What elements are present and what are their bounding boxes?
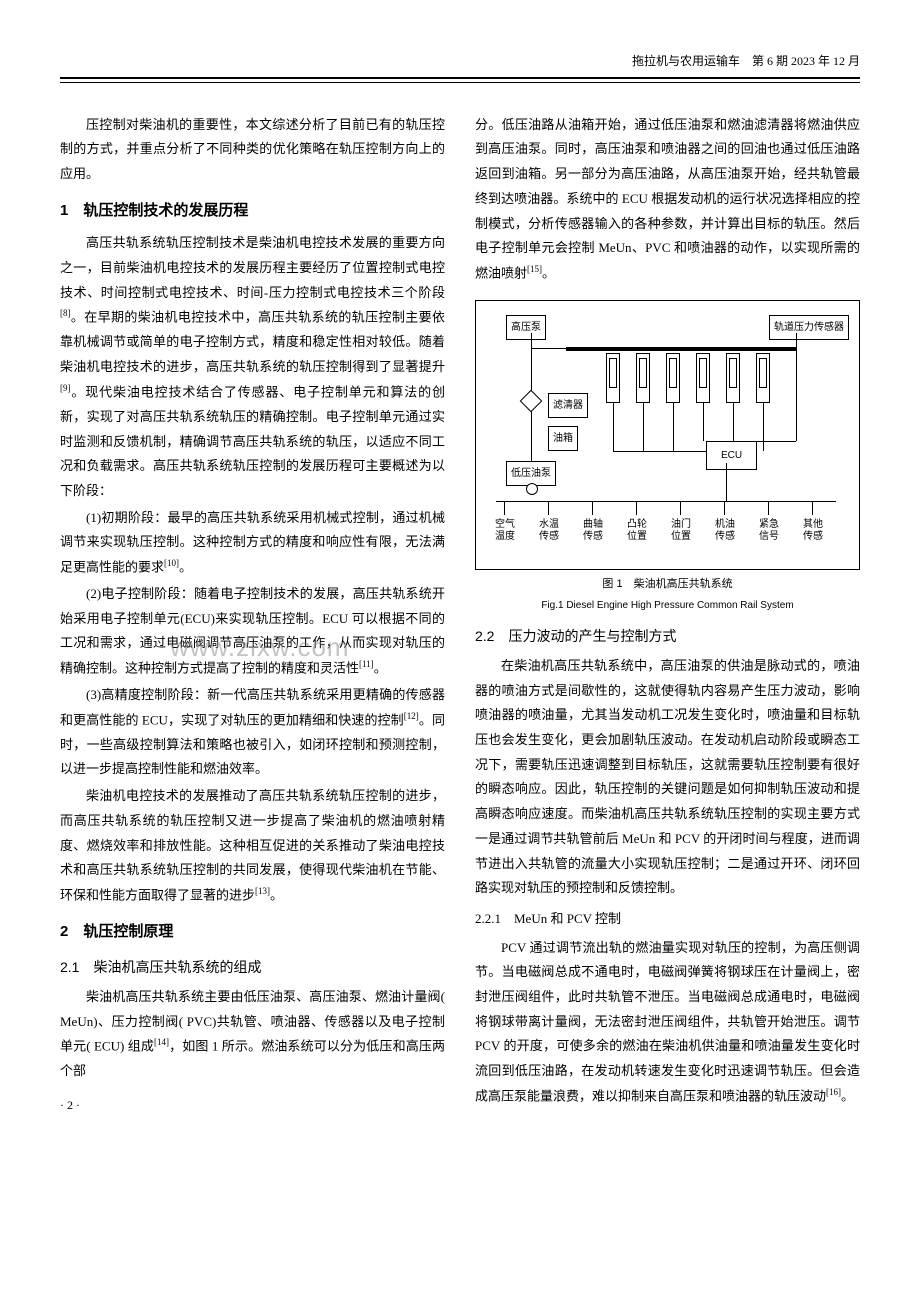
right-column: 分。低压油路从油箱开始，通过低压油泵和燃油滤清器将燃油供应到高压油泵。同时，高压… [475,113,860,1117]
line [756,441,796,442]
line [812,501,813,515]
rail-line [566,347,796,351]
figure-1: 高压泵 轨道压力传感器 滤清器 油箱 [475,300,860,614]
paragraph: 在柴油机高压共轨系统中，高压油泵的供油是脉动式的，喷油器的喷油方式是间歇性的，这… [475,654,860,901]
injector-icon [606,353,620,403]
text: 。在早期的柴油机电控技术中，高压共轨系统的轨压控制主要依靠机械调节或简单的电子控… [60,310,445,374]
text: 高压共轨系统轨压控制技术是柴油机电控技术发展的重要方向之一，目前柴油机电控技术的… [60,235,445,299]
section-2-1-heading: 2.1 柴油机高压共轨系统的组成 [60,954,445,981]
citation: [11] [359,659,374,669]
citation: [12] [404,711,419,721]
line [673,403,674,451]
line [768,501,769,515]
text: PCV 通过调节流出轨的燃油量实现对轨压的控制，为高压侧调节。当电磁阀总成不通电… [475,940,860,1103]
label-filter: 滤清器 [548,393,588,418]
injector-icon [756,353,770,403]
pump-circle-icon [526,483,538,495]
left-column: 压控制对柴油机的重要性，本文综述分析了目前已有的轨压控制的方式，并重点分析了不同… [60,113,445,1117]
text: 。现代柴油电控技术结合了传感器、电子控制单元和算法的创新，实现了对高压共轨系统轨… [60,384,445,498]
citation: [14] [154,1037,169,1047]
line [548,501,549,515]
line [703,403,704,441]
sensor-label: 凸轮位置 [622,519,652,543]
text: 分。低压油路从油箱开始，通过低压油泵和燃油滤清器将燃油供应到高压油泵。同时，高压… [475,117,860,280]
page-number: · 2 · [60,1094,445,1117]
journal-header: 拖拉机与农用运输车 第 6 期 2023 年 12 月 [60,50,860,79]
line [496,501,836,502]
sensor-label: 曲轴传感 [578,519,608,543]
label-ecu: ECU [706,441,757,470]
sensor-label: 机油传感 [710,519,740,543]
line [733,403,734,441]
citation: [15] [527,264,542,274]
label-pump: 高压泵 [506,315,546,340]
citation: [8] [60,308,71,318]
label-railsensor: 轨道压力传感器 [769,315,849,340]
line [726,463,727,501]
text: 柴油机电控技术的发展推动了高压共轨系统轨压控制的进步，而高压共轨系统的轨压控制又… [60,788,445,902]
line [643,403,644,451]
text: 。 [270,887,283,902]
citation: [10] [164,558,179,568]
two-column-layout: www.zixw.com 压控制对柴油机的重要性，本文综述分析了目前已有的轨压控… [60,113,860,1117]
line [613,451,706,452]
paragraph: (3)高精度控制阶段：新一代高压共轨系统采用更精确的传感器和更高性能的 ECU，… [60,683,445,782]
paragraph: 柴油机高压共轨系统主要由低压油泵、高压油泵、燃油计量阀( MeUn)、压力控制阀… [60,985,445,1084]
section-2-2-heading: 2.2 压力波动的产生与控制方式 [475,623,860,650]
line [724,501,725,515]
paragraph: PCV 通过调节流出轨的燃油量实现对轨压的控制，为高压侧调节。当电磁阀总成不通电… [475,936,860,1109]
sensor-label: 其他传感 [798,519,828,543]
text: (3)高精度控制阶段：新一代高压共轨系统采用更精确的传感器和更高性能的 ECU，… [60,687,445,727]
section-2-2-1-heading: 2.2.1 MeUn 和 PCV 控制 [475,907,860,932]
line [592,501,593,515]
line [796,333,797,441]
injector-icon [696,353,710,403]
injector-icon [666,353,680,403]
text: 。 [841,1088,854,1103]
citation: [16] [826,1087,841,1097]
text: 。 [179,559,192,574]
paragraph: 柴油机电控技术的发展推动了高压共轨系统轨压控制的进步，而高压共轨系统的轨压控制又… [60,784,445,908]
section-1-heading: 1 轨压控制技术的发展历程 [60,197,445,226]
header-rule [60,82,860,83]
line [531,348,566,349]
line [636,501,637,515]
filter-diamond-icon [520,390,543,413]
line [613,403,614,451]
text: 。 [542,265,555,280]
sensor-label: 空气温度 [490,519,520,543]
citation: [13] [255,886,270,896]
line [504,501,505,515]
paragraph: (1)初期阶段：最早的高压共轨系统采用机械式控制，通过机械调节来实现轨压控制。这… [60,506,445,580]
text: (1)初期阶段：最早的高压共轨系统采用机械式控制，通过机械调节来实现轨压控制。这… [60,510,445,575]
figure-caption-cn: 图 1 柴油机高压共轨系统 [475,576,860,593]
sensor-label: 紧急信号 [754,519,784,543]
section-2-heading: 2 轨压控制原理 [60,918,445,947]
text: (2)电子控制阶段：随着电子控制技术的发展，高压共轨系统开始采用电子控制单元(E… [60,586,445,675]
label-tank: 油箱 [548,426,578,451]
text: 。 [374,660,387,675]
citation: [9] [60,383,71,393]
sensor-label: 油门位置 [666,519,696,543]
figure-diagram: 高压泵 轨道压力传感器 滤清器 油箱 [475,300,860,570]
paragraph: (2)电子控制阶段：随着电子控制技术的发展，高压共轨系统开始采用电子控制单元(E… [60,582,445,681]
injector-icon [726,353,740,403]
paragraph: 高压共轨系统轨压控制技术是柴油机电控技术发展的重要方向之一，目前柴油机电控技术的… [60,231,445,503]
line [763,403,764,451]
figure-caption-en: Fig.1 Diesel Engine High Pressure Common… [475,598,860,613]
paragraph: 压控制对柴油机的重要性，本文综述分析了目前已有的轨压控制的方式，并重点分析了不同… [60,113,445,187]
paragraph: 分。低压油路从油箱开始，通过低压油泵和燃油滤清器将燃油供应到高压油泵。同时，高压… [475,113,860,286]
injector-icon [636,353,650,403]
sensor-label: 水温传感 [534,519,564,543]
line [680,501,681,515]
